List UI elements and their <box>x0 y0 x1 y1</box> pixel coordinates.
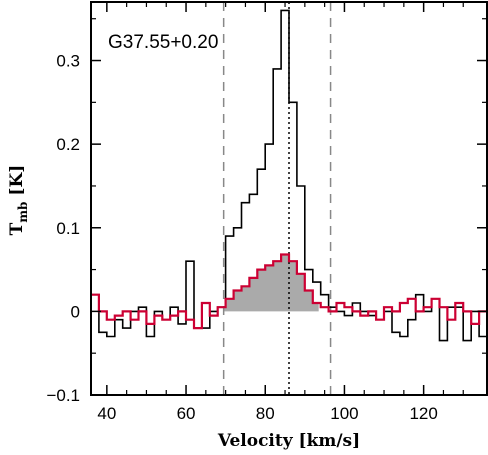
y-axis-label-sub: mb <box>16 202 30 223</box>
x-axis-label: Velocity [km/s] <box>217 431 360 451</box>
y-tick-label: 0.3 <box>56 52 80 71</box>
x-tick-label: 80 <box>256 404 275 423</box>
series-layer <box>91 9 487 342</box>
y-tick-label: 0.1 <box>56 219 80 238</box>
y-axis-label-main: T <box>7 222 27 235</box>
y-tick-label: 0 <box>71 302 80 321</box>
fill-layer <box>223 254 319 312</box>
x-tick-label: 120 <box>409 404 437 423</box>
svg-text:Tmb[K]: Tmb [K] <box>7 165 30 236</box>
x-tick-label: 100 <box>330 404 358 423</box>
plot-frame <box>90 1 488 396</box>
y-tick-label: 0.2 <box>56 135 80 154</box>
y-tick-label: −0.1 <box>46 386 80 405</box>
y-axis-label-unit: [K] <box>7 165 27 196</box>
y-axis-label: Tmb [K] <box>7 165 30 236</box>
x-tick-label: 60 <box>177 404 196 423</box>
model-spectrum-line <box>91 253 487 330</box>
model-fill-area <box>223 254 319 312</box>
x-tick-label: 40 <box>97 404 116 423</box>
axes-layer: 40 60 80 100 120 −0.1 0 0.1 0.2 0.3 <box>46 1 488 423</box>
reference-lines <box>222 2 332 395</box>
source-annotation: G37.55+0.20 <box>108 32 218 53</box>
